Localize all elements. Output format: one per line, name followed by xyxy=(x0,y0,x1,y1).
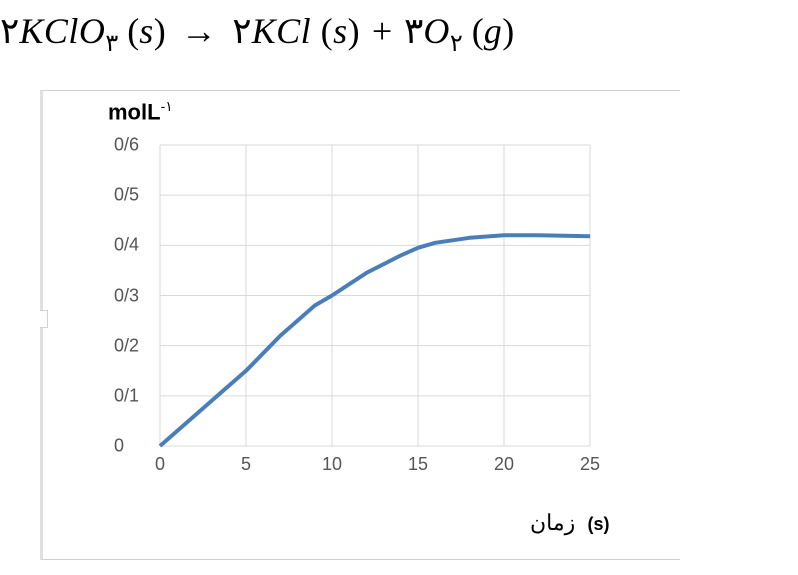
rhs2-sub: ۲ xyxy=(450,30,463,57)
rhs2-phase: g xyxy=(484,11,503,51)
y-tick-label: 0/3 xyxy=(114,285,154,306)
x-tick-label: 0 xyxy=(155,454,165,475)
x-tick-label: 25 xyxy=(580,454,600,475)
y-tick-label: 0/1 xyxy=(114,385,154,406)
plot-area: 00/10/20/30/40/50/6 0510152025 xyxy=(120,140,600,476)
grid-lines xyxy=(160,145,590,446)
x-axis-title: (s) زمان xyxy=(530,510,610,536)
rhs2-species: O xyxy=(423,11,450,51)
y-tick-label: 0 xyxy=(114,436,154,457)
plus: + xyxy=(370,11,395,51)
x-tick-label: 15 xyxy=(408,454,428,475)
y-tick-label: 0/5 xyxy=(114,185,154,206)
data-series xyxy=(160,235,590,446)
rhs1-coef: ۲ xyxy=(232,10,251,51)
reaction-arrow: → xyxy=(175,10,224,52)
y-tick-label: 0/2 xyxy=(114,335,154,356)
chart-svg xyxy=(120,140,600,476)
x-tick-label: 20 xyxy=(494,454,514,475)
y-tick-label: 0/4 xyxy=(114,235,154,256)
rhs2-coef: ۳ xyxy=(404,10,423,51)
y-axis-title: molL-۱ xyxy=(108,98,173,125)
chemical-equation: ۲KClO۳ (s) → ۲KCl (s) + ۳O۲ (g) xyxy=(0,10,798,58)
y-tick-label: 0/6 xyxy=(114,135,154,156)
lhs-species: KClO xyxy=(19,11,105,51)
x-tick-label: 5 xyxy=(241,454,251,475)
lhs-sub: ۳ xyxy=(105,30,118,57)
x-tick-label: 10 xyxy=(322,454,342,475)
lhs-phase: s xyxy=(139,11,154,51)
rhs1-species: KCl xyxy=(252,11,312,51)
rhs1-phase: s xyxy=(333,11,348,51)
lhs-coef: ۲ xyxy=(0,10,19,51)
axis-notch xyxy=(40,310,48,328)
